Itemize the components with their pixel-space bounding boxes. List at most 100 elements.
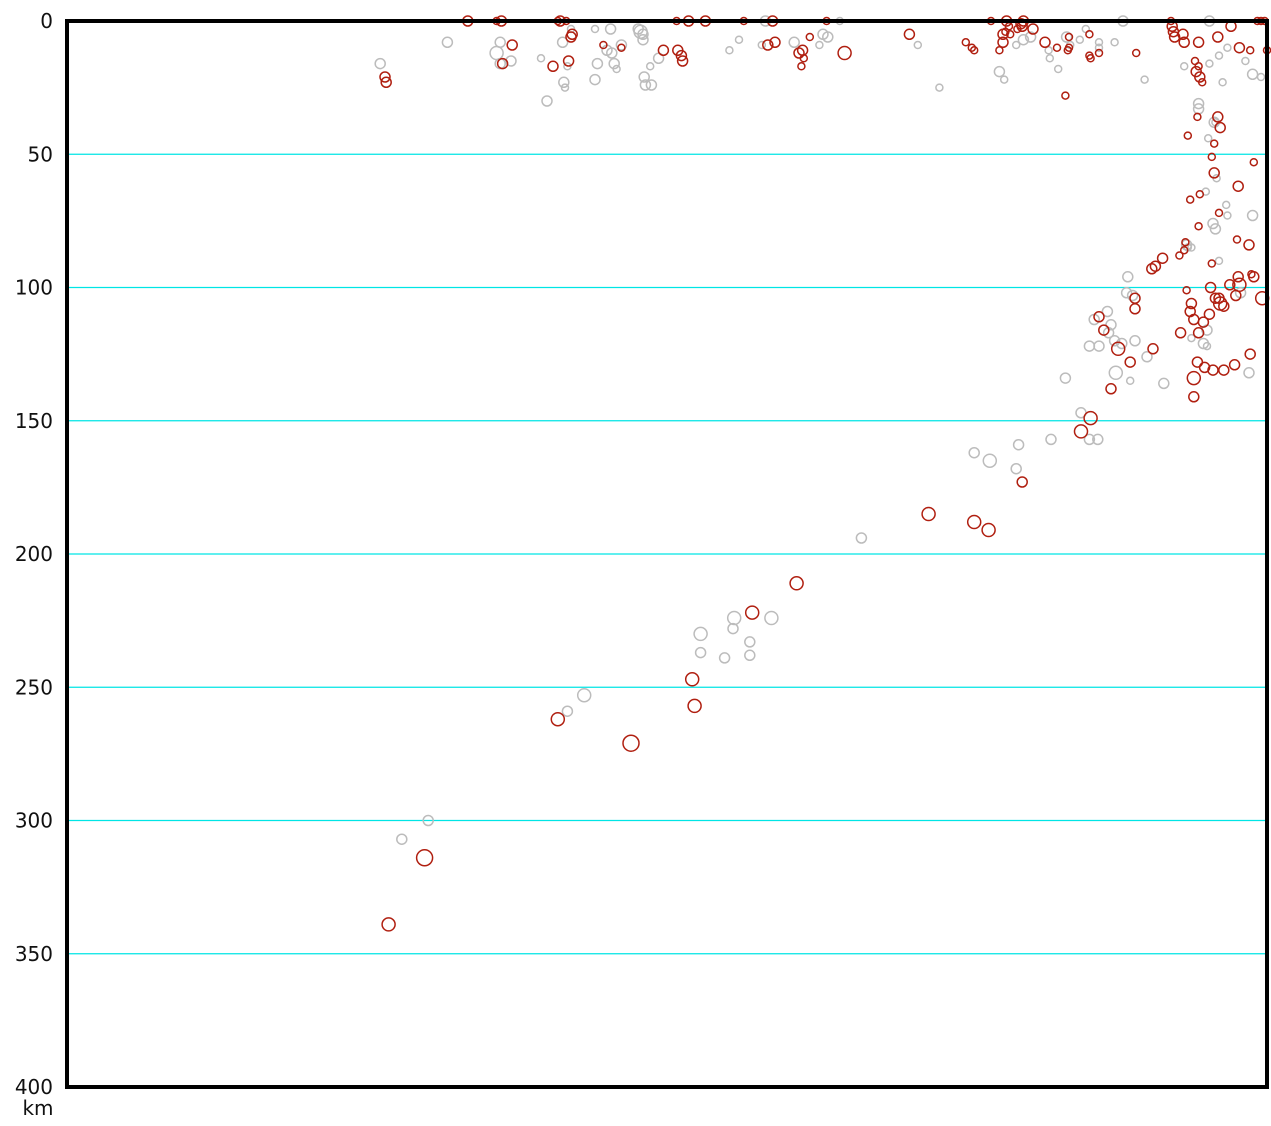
- data-point: [1244, 348, 1256, 360]
- data-point: [968, 446, 980, 459]
- data-point: [1110, 341, 1126, 357]
- data-point: [967, 43, 977, 52]
- data-point: [837, 45, 852, 61]
- data-point: [622, 734, 640, 752]
- data-point: [556, 36, 569, 49]
- y-tick-label: 100: [15, 276, 53, 300]
- data-point: [855, 532, 868, 544]
- data-point: [718, 652, 731, 664]
- data-point: [744, 605, 760, 620]
- data-point: [1045, 433, 1057, 446]
- data-point: [599, 40, 608, 50]
- data-point: [675, 49, 688, 62]
- data-point: [1124, 356, 1136, 368]
- data-point: [576, 687, 592, 703]
- y-tick-label: 350: [15, 942, 53, 966]
- data-point: [1108, 335, 1121, 347]
- y-tick-label: 400: [15, 1075, 53, 1099]
- data-point: [1156, 252, 1169, 264]
- plot-frame: [65, 19, 1269, 1089]
- data-point: [1214, 121, 1226, 134]
- data-point: [606, 47, 618, 59]
- data-point: [1179, 62, 1189, 71]
- data-point: [1185, 297, 1198, 310]
- data-point: [734, 35, 744, 44]
- y-axis-unit-label: km: [22, 1096, 53, 1120]
- data-point: [1247, 269, 1256, 279]
- data-point: [1208, 167, 1220, 179]
- data-point: [380, 76, 392, 89]
- data-point: [608, 57, 620, 70]
- data-point: [1093, 340, 1105, 352]
- data-point: [744, 636, 756, 648]
- data-point: [1192, 36, 1205, 49]
- data-point: [1101, 305, 1114, 318]
- data-point: [969, 46, 979, 55]
- data-point: [1094, 43, 1104, 52]
- data-point: [589, 73, 601, 86]
- data-point: [374, 57, 386, 70]
- data-point: [536, 54, 546, 63]
- data-point: [1094, 38, 1104, 47]
- data-point: [560, 83, 570, 92]
- data-point: [999, 75, 1009, 84]
- y-tick-label: 150: [15, 409, 53, 433]
- data-point: [744, 649, 756, 662]
- data-point: [789, 576, 804, 591]
- data-point: [1126, 289, 1139, 302]
- data-point: [1105, 383, 1117, 395]
- data-point: [769, 36, 781, 49]
- data-point: [612, 64, 621, 74]
- data-point: [1131, 48, 1141, 58]
- data-point: [921, 506, 936, 522]
- data-points: [374, 15, 1271, 932]
- data-point: [1010, 462, 1022, 475]
- data-point: [1246, 68, 1259, 81]
- data-point: [381, 917, 396, 932]
- data-point: [822, 31, 834, 43]
- data-point: [797, 62, 806, 71]
- data-point: [645, 62, 655, 71]
- data-point: [1064, 43, 1074, 52]
- data-point: [1140, 75, 1149, 84]
- y-axis-ticks: 0 50 100 150 200 250 300 350 400: [15, 9, 53, 1099]
- data-point: [1249, 157, 1259, 167]
- data-point: [547, 60, 559, 73]
- data-point: [1245, 46, 1255, 55]
- data-point: [561, 705, 574, 717]
- data-point: [676, 55, 689, 67]
- data-point: [615, 39, 628, 51]
- data-point: [1182, 285, 1191, 295]
- data-point: [1177, 28, 1189, 41]
- data-point: [995, 46, 1004, 55]
- data-point: [494, 57, 506, 70]
- data-point: [1083, 340, 1096, 352]
- data-point: [1083, 433, 1096, 446]
- data-point: [541, 95, 553, 107]
- data-point: [396, 833, 408, 845]
- data-point: [805, 32, 815, 42]
- gridlines: [67, 153, 1267, 955]
- data-point: [1181, 237, 1190, 247]
- data-point: [1207, 152, 1217, 162]
- data-point: [757, 40, 767, 50]
- y-tick-label: 250: [15, 675, 53, 699]
- data-point: [550, 711, 566, 727]
- data-point: [1180, 239, 1193, 251]
- data-point: [633, 24, 648, 39]
- data-point: [1094, 48, 1104, 58]
- data-point: [935, 83, 944, 92]
- data-point: [762, 39, 774, 51]
- data-point: [1052, 43, 1062, 52]
- data-point: [1212, 31, 1224, 43]
- data-point: [1129, 303, 1141, 315]
- data-point: [1116, 337, 1128, 350]
- y-tick-label: 50: [28, 142, 53, 166]
- data-point: [1218, 300, 1230, 312]
- data-point: [725, 46, 734, 55]
- data-point: [1192, 97, 1205, 110]
- data-point: [657, 44, 670, 57]
- data-point: [1027, 23, 1039, 35]
- data-point: [566, 28, 578, 41]
- data-point: [1016, 476, 1028, 488]
